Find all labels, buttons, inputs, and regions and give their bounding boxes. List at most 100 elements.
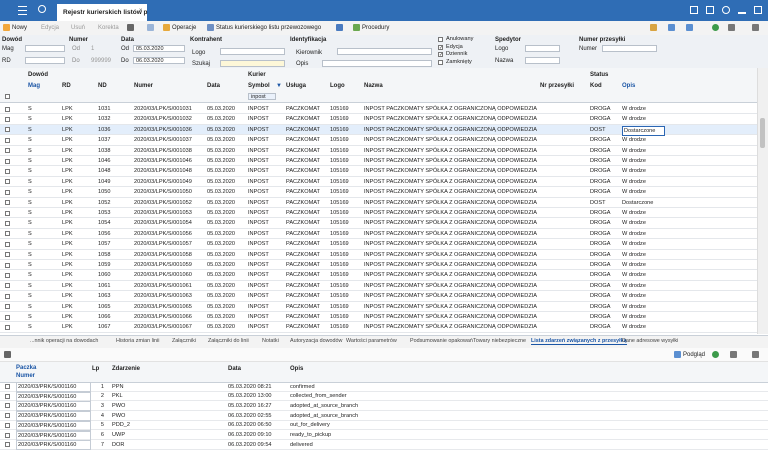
row-checkbox[interactable] (5, 432, 10, 438)
grid-row[interactable] (0, 156, 757, 167)
grid-row[interactable] (0, 250, 757, 260)
combo[interactable] (220, 48, 285, 55)
column-header[interactable]: ND (98, 83, 107, 89)
preview-button[interactable]: Podgląd (683, 352, 706, 358)
row-checkbox[interactable] (5, 403, 10, 409)
bottom-tab[interactable]: Załączniki (172, 338, 196, 344)
row-checkbox[interactable] (5, 262, 10, 268)
grid-row[interactable] (0, 291, 757, 302)
row-checkbox[interactable] (5, 413, 10, 419)
icon[interactable] (336, 24, 343, 31)
bottom-tab[interactable]: Wartości parametrów (346, 338, 397, 344)
grid-row[interactable] (0, 239, 757, 250)
date-input[interactable]: 05.03.2020 (133, 45, 185, 52)
grid-row[interactable] (0, 218, 757, 229)
column-header[interactable]: Data (228, 366, 242, 372)
column-header[interactable]: Usługa (286, 83, 307, 89)
event-row[interactable] (0, 401, 768, 412)
row-checkbox[interactable] (5, 304, 10, 310)
icon[interactable] (668, 24, 675, 31)
row-checkbox[interactable] (5, 283, 10, 289)
search-button[interactable] (38, 5, 46, 13)
row-checkbox[interactable] (5, 148, 10, 154)
row-checkbox[interactable] (5, 393, 10, 399)
row-checkbox[interactable] (5, 293, 10, 299)
toolbar-button[interactable]: Korekta (98, 25, 119, 31)
grid-row[interactable] (0, 312, 757, 323)
row-checkbox[interactable] (5, 314, 10, 320)
row-checkbox[interactable] (5, 384, 10, 389)
grid-row[interactable] (0, 104, 757, 115)
bottom-tab[interactable]: Lista zdarzeń związanych z przesyłką (531, 338, 627, 345)
grid-row[interactable] (0, 114, 757, 125)
row-checkbox[interactable] (5, 252, 10, 258)
print-icon[interactable] (4, 351, 11, 358)
grid-row[interactable] (0, 135, 757, 146)
combo[interactable] (25, 45, 65, 52)
checkbox[interactable]: ✓ (438, 44, 444, 51)
grid-row[interactable] (0, 187, 757, 198)
column-header[interactable]: Symbol (248, 83, 270, 89)
bottom-tab[interactable]: Autoryzacja dowodów (290, 338, 343, 344)
text-input[interactable] (322, 60, 432, 67)
row-checkbox[interactable] (5, 127, 10, 133)
icon[interactable] (650, 24, 657, 31)
checkbox[interactable] (438, 59, 443, 65)
icon[interactable] (127, 24, 134, 31)
date-input[interactable]: 06.03.2020 (133, 57, 185, 64)
text-input[interactable] (525, 45, 560, 52)
scrollbar-thumb[interactable] (760, 118, 765, 148)
grid-row[interactable] (0, 198, 757, 208)
toolbar-button[interactable]: Procedury (362, 25, 390, 31)
row-checkbox[interactable] (5, 200, 10, 206)
event-row[interactable] (0, 382, 768, 392)
icon[interactable] (730, 351, 737, 358)
toolbar-button[interactable]: Edycja (41, 25, 60, 31)
toolbar-button[interactable]: Usuń (71, 25, 86, 31)
row-checkbox[interactable] (5, 116, 10, 122)
icon[interactable] (752, 351, 759, 358)
grid-row[interactable] (0, 146, 757, 156)
row-checkbox[interactable] (5, 106, 10, 112)
title-icon[interactable] (706, 6, 714, 14)
icon[interactable] (712, 351, 719, 358)
row-checkbox[interactable] (5, 422, 10, 428)
document-tab[interactable]: Rejestr kurierskich listów p (57, 4, 148, 21)
column-header[interactable]: Opis (622, 83, 636, 89)
title-icon[interactable] (722, 6, 730, 14)
scrollbar[interactable] (757, 68, 768, 334)
select-all[interactable] (5, 94, 10, 99)
event-row[interactable] (0, 411, 768, 421)
row-checkbox[interactable] (5, 168, 10, 174)
row-checkbox[interactable] (5, 241, 10, 247)
column-header[interactable]: Logo (330, 83, 345, 89)
event-row[interactable] (0, 431, 768, 441)
toolbar-button[interactable]: Operacje (172, 25, 197, 31)
bottom-tab[interactable]: Podsumowanie opakowań (410, 338, 473, 344)
grid-row[interactable] (0, 229, 757, 240)
bottom-tab[interactable]: Dane adresowe wysyłki (622, 338, 679, 344)
grid-row[interactable] (0, 124, 757, 136)
bottom-tab[interactable]: Historia zmian linii (116, 338, 160, 344)
row-checkbox[interactable] (5, 189, 10, 195)
minimize[interactable] (738, 12, 746, 14)
column-header[interactable]: Mag (28, 83, 40, 89)
maximize[interactable] (754, 6, 762, 14)
filter-value[interactable]: 1 (91, 46, 95, 52)
column-header[interactable]: Opis (290, 366, 304, 372)
search-input[interactable] (220, 60, 285, 67)
combo[interactable] (337, 48, 432, 55)
combo[interactable] (25, 57, 65, 64)
column-header[interactable]: Zdarzenie (112, 366, 141, 372)
column-header[interactable]: Nr przesyłki (540, 83, 575, 89)
tab-close[interactable]: × (139, 8, 143, 14)
event-row[interactable] (0, 392, 768, 402)
grid-row[interactable] (0, 166, 757, 177)
title-icon[interactable] (690, 6, 698, 14)
event-row[interactable] (0, 421, 768, 431)
row-checkbox[interactable] (5, 158, 10, 164)
row-checkbox[interactable] (5, 442, 10, 448)
icon[interactable] (728, 24, 735, 31)
grid-row[interactable] (0, 260, 757, 271)
row-checkbox[interactable] (5, 220, 10, 226)
